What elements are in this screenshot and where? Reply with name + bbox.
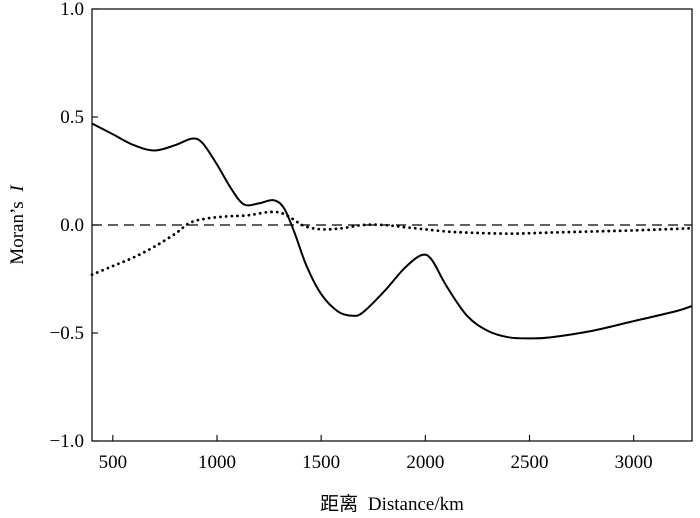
x-axis-label-text: Distance/km [368,494,464,515]
x-axis-label-prefix: 距离 [320,493,358,515]
y-tick-label: 0.0 [60,215,84,236]
y-axis-label: Moran’s I [7,184,28,265]
dotted-series-line [90,210,694,277]
y-axis: 1.0 0.5 0.0 −0.5 −1.0 [50,0,98,452]
y-tick-label: −0.5 [50,323,84,344]
x-axis: 500 1000 1500 2000 2500 3000 [99,435,653,473]
solid-series-line [91,122,693,340]
x-tick-label: 2500 [511,452,549,473]
x-tick-label: 1000 [198,452,236,473]
x-tick-label: 3000 [615,452,653,473]
x-tick-label: 1500 [302,452,340,473]
y-tick-label: 0.5 [60,107,84,128]
y-tick-label: 1.0 [60,0,84,20]
y-tick-label: −1.0 [50,431,84,452]
x-tick-label: 500 [99,452,128,473]
y-axis-label-prefix: Moran’s [7,201,28,264]
y-axis-label-symbol: I [7,184,28,193]
x-axis-label: 距离 Distance/km [320,493,464,515]
x-tick-label: 2000 [406,452,444,473]
